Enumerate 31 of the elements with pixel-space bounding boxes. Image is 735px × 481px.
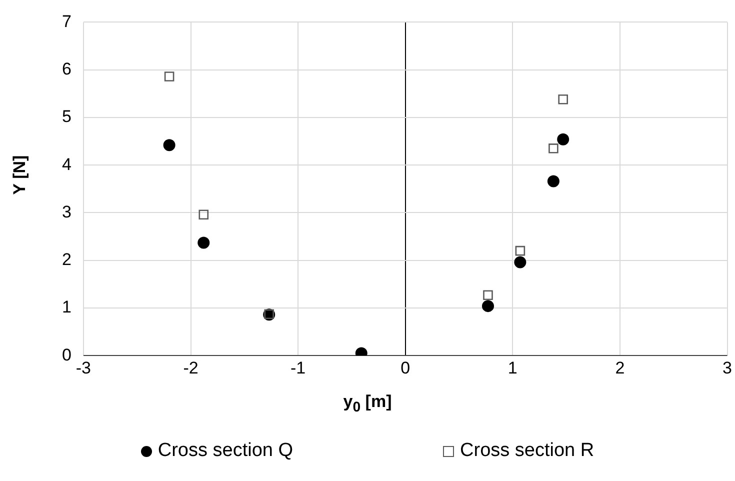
y-axis-title: Y [N]: [10, 154, 30, 197]
x-tick-label: 3: [722, 358, 732, 378]
legend-label: Cross section R: [460, 440, 594, 462]
point: [483, 290, 493, 300]
point: [548, 144, 558, 154]
x-tick-label: -1: [290, 358, 306, 378]
x-tick-label: -2: [183, 358, 198, 378]
point: [514, 256, 526, 268]
y-tick-label: 7: [62, 12, 72, 31]
point: [163, 139, 176, 152]
y-tick-label: 3: [62, 202, 72, 222]
y-tick-label: 1: [62, 298, 72, 317]
x-tick-label: 1: [508, 358, 518, 378]
y-tick-label: 6: [62, 60, 72, 79]
point: [515, 246, 526, 256]
y-tick-label: 4: [62, 154, 72, 174]
x-tick-label: -3: [76, 358, 92, 378]
x-axis-title: y$_{0}$ [m]: [342, 392, 393, 416]
x-tick-label: 0: [400, 358, 410, 378]
x-tick-label: 2: [615, 358, 625, 378]
legend-label: Cross section Q: [158, 440, 294, 462]
y-tick-label: 5: [62, 107, 72, 126]
point: [547, 175, 560, 188]
point: [198, 236, 210, 249]
point: [198, 210, 209, 220]
point: [482, 300, 494, 312]
point: [558, 94, 568, 104]
point: [557, 133, 570, 146]
point: [164, 72, 174, 82]
y-tick-label: 0: [62, 345, 72, 364]
y-tick-label: 2: [62, 250, 72, 270]
